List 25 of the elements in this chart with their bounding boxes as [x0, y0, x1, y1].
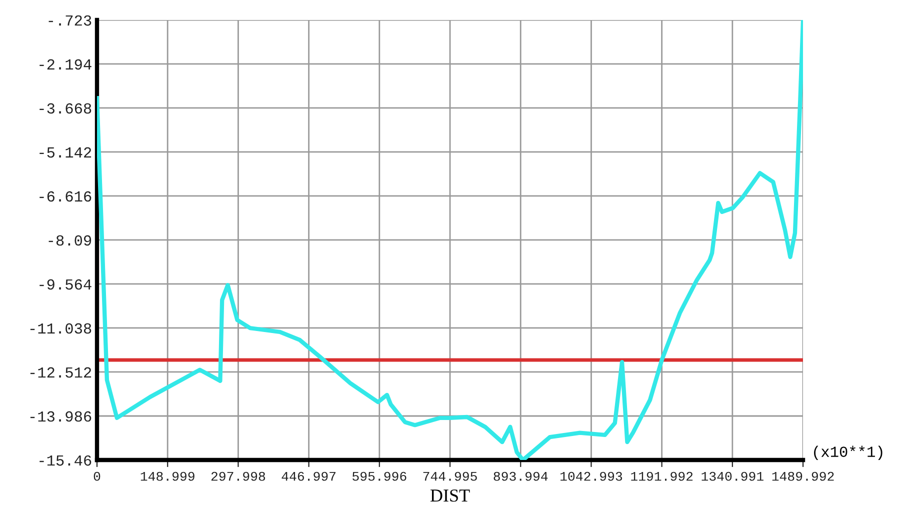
- x-tick-label: 297.998: [211, 472, 266, 481]
- y-tick-label: -3.668: [40, 103, 92, 114]
- x-tick-label: 595.996: [352, 472, 406, 481]
- y-tick-label: -5.142: [40, 147, 92, 158]
- y-tick-label: -12.512: [30, 367, 92, 378]
- y-tick-label: -11.038: [30, 323, 92, 334]
- y-tick-label: -9.564: [40, 279, 92, 290]
- text: (x10**1): [814, 446, 882, 460]
- x-tick-label: 1340.991: [702, 472, 764, 481]
- x-tick-label: 744.995: [423, 472, 477, 481]
- x-tick-label: 893.994: [494, 472, 548, 481]
- y-tick-label: -13.986: [30, 411, 92, 422]
- y-tick-label: -2.194: [40, 59, 92, 70]
- x-axis-title: DIST: [430, 490, 470, 502]
- x-tick-label: 0: [94, 472, 100, 481]
- x-tick-label: 446.997: [282, 472, 336, 481]
- x-tick-label: 1191.992: [631, 472, 693, 481]
- line-series: [97, 20, 804, 460]
- x-tick-label: 1042.993: [560, 472, 622, 481]
- x-tick-label: 1489.992: [772, 472, 834, 481]
- y-tick-label: -8.09: [48, 235, 92, 246]
- y-tick-label: -6.616: [40, 191, 92, 202]
- y-tick-label: -15.46: [40, 455, 92, 466]
- y-tick-label: -.723: [48, 15, 92, 26]
- x-tick-label: 148.999: [140, 472, 194, 481]
